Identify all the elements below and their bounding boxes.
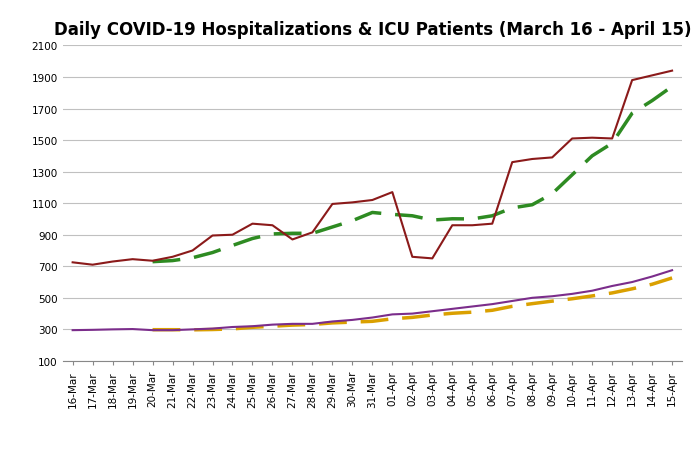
Title: Daily COVID-19 Hospitalizations & ICU Patients (March 16 - April 15): Daily COVID-19 Hospitalizations & ICU Pa… bbox=[54, 21, 691, 39]
